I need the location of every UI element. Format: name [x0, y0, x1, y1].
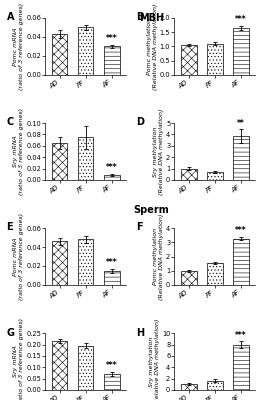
Bar [104, 175, 119, 180]
Text: E: E [6, 222, 13, 232]
Bar [233, 136, 249, 180]
Bar [233, 239, 249, 285]
Text: MBH: MBH [139, 13, 164, 23]
Bar [104, 374, 119, 390]
Bar [52, 241, 67, 285]
Text: F: F [136, 222, 142, 232]
Bar [104, 271, 119, 285]
Bar [181, 45, 197, 75]
Y-axis label: Pomc methylation
(Relative DNA methylation): Pomc methylation (Relative DNA methylati… [147, 3, 157, 90]
Bar [207, 381, 222, 390]
Bar [181, 271, 197, 285]
Y-axis label: Sry mRNA
(ratio of 3 reference genes): Sry mRNA (ratio of 3 reference genes) [13, 108, 24, 195]
Y-axis label: Pomc mRNA
(ratio of 3 reference genes): Pomc mRNA (ratio of 3 reference genes) [13, 213, 24, 300]
Text: ***: *** [235, 331, 247, 340]
Bar [78, 28, 93, 75]
Bar [52, 341, 67, 390]
Bar [104, 46, 119, 75]
Bar [78, 240, 93, 285]
Text: ***: *** [106, 258, 118, 267]
Text: Sperm: Sperm [134, 205, 169, 215]
Text: ***: *** [235, 15, 247, 24]
Bar [181, 384, 197, 390]
Text: B: B [136, 12, 143, 22]
Y-axis label: Sry methylation
(Relative DNA methylation): Sry methylation (Relative DNA methylatio… [149, 318, 160, 400]
Y-axis label: Pomc methylation
(Relative DNA methylation): Pomc methylation (Relative DNA methylati… [153, 213, 164, 300]
Text: H: H [136, 328, 144, 338]
Text: **: ** [237, 119, 245, 128]
Bar [181, 168, 197, 180]
Bar [207, 44, 222, 75]
Y-axis label: Pomc mRNA
(ratio of 3 reference genes): Pomc mRNA (ratio of 3 reference genes) [13, 3, 24, 90]
Bar [52, 143, 67, 180]
Text: D: D [136, 117, 144, 127]
Bar [78, 346, 93, 390]
Y-axis label: Sry mRNA
(ratio of 3 reference genes): Sry mRNA (ratio of 3 reference genes) [13, 318, 24, 400]
Text: ***: *** [106, 34, 118, 43]
Bar [52, 34, 67, 75]
Text: ***: *** [106, 164, 118, 172]
Bar [233, 344, 249, 390]
Text: C: C [6, 117, 14, 127]
Bar [207, 172, 222, 180]
Bar [78, 137, 93, 180]
Bar [207, 263, 222, 285]
Bar [233, 28, 249, 75]
Text: G: G [6, 328, 15, 338]
Text: ***: *** [235, 226, 247, 235]
Text: ***: *** [106, 361, 118, 370]
Y-axis label: Sry methylation
(Relative DNA methylation): Sry methylation (Relative DNA methylatio… [153, 108, 164, 195]
Text: A: A [6, 12, 14, 22]
